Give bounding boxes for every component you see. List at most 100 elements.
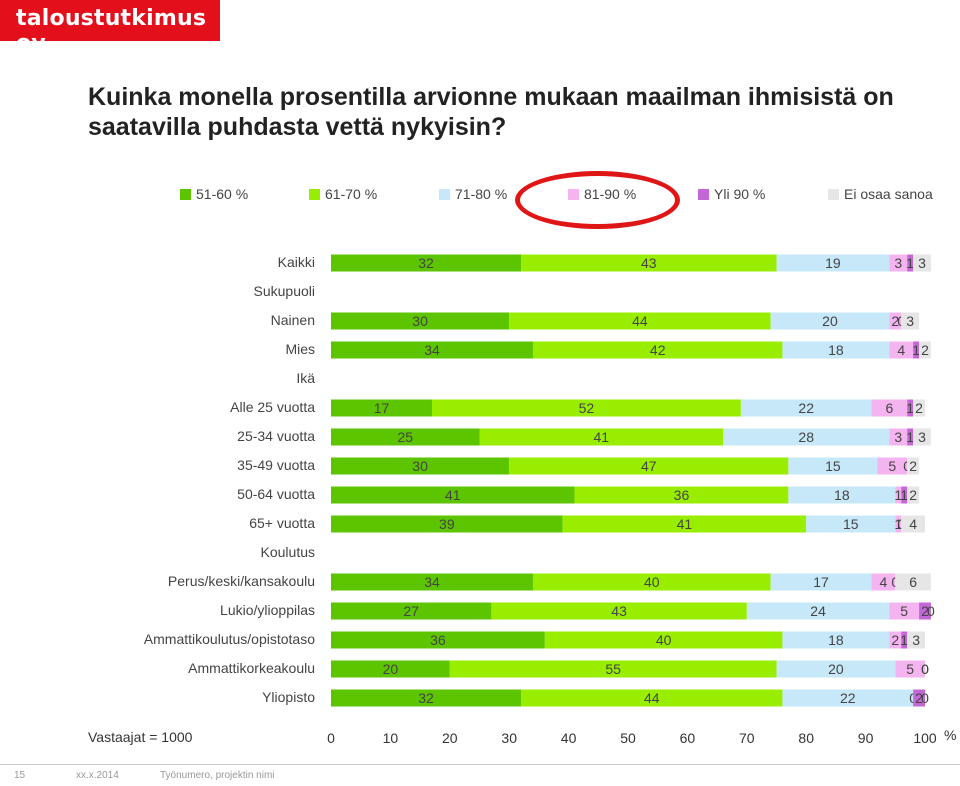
- bar-segment: [788, 457, 878, 475]
- company-logo: taloustutkimus oy: [0, 0, 220, 56]
- bar-segment: [895, 486, 902, 504]
- bar-segment: [782, 631, 890, 649]
- bar-segment: [919, 602, 931, 620]
- data-label: 52: [579, 400, 595, 416]
- category-label: 65+ vuotta: [249, 515, 315, 531]
- data-label: 4: [909, 516, 917, 532]
- data-label: 20: [822, 313, 838, 329]
- bar-segment: [871, 573, 896, 591]
- x-tick-label: 90: [858, 730, 874, 746]
- bar-segment: [532, 341, 783, 359]
- respondents-note: Vastaajat = 1000: [88, 729, 193, 745]
- bar-segment: [491, 602, 747, 620]
- bar-segment: [877, 457, 908, 475]
- data-label: 41: [445, 487, 461, 503]
- data-label: 3: [894, 429, 902, 445]
- data-label: 20: [383, 661, 399, 677]
- bar-segment: [740, 399, 872, 417]
- data-label: 2: [921, 342, 929, 358]
- bar-segment: [919, 341, 931, 359]
- highlight-circle: [515, 171, 680, 229]
- category-label: 50-64 vuotta: [237, 486, 315, 502]
- data-label: 32: [418, 690, 434, 706]
- data-label: 34: [424, 574, 440, 590]
- data-label: 3: [918, 255, 926, 271]
- footer-divider: [0, 764, 960, 765]
- bar-segment: [431, 399, 741, 417]
- data-label: 22: [840, 690, 856, 706]
- category-label: Perus/keski/kansakoulu: [167, 573, 315, 589]
- data-label: 30: [412, 313, 428, 329]
- data-label: 2: [921, 603, 929, 619]
- axis-unit: %: [944, 727, 957, 743]
- bar-segment: [895, 515, 902, 533]
- bar-segment: [331, 457, 510, 475]
- bar-segment: [782, 341, 890, 359]
- bar-segment: [889, 341, 914, 359]
- data-label: 1: [894, 487, 902, 503]
- category-label: Alle 25 vuotta: [230, 399, 315, 415]
- x-tick-label: 50: [620, 730, 636, 746]
- bar-segment: [509, 457, 789, 475]
- data-label: 27: [403, 603, 419, 619]
- x-tick-label: 70: [739, 730, 755, 746]
- bar-segment: [913, 689, 925, 707]
- bar-segment: [479, 428, 724, 446]
- bar-segment: [776, 254, 890, 272]
- bar-segment: [889, 631, 902, 649]
- page-number: 15: [14, 770, 26, 781]
- category-label: Kaikki: [277, 254, 315, 270]
- bar-segment: [331, 341, 533, 359]
- bar-segment: [331, 486, 575, 504]
- data-label: 5: [900, 603, 908, 619]
- legend-item-yli-90: Yli 90 %: [698, 186, 765, 202]
- data-label: 1: [912, 342, 920, 358]
- data-label: 22: [798, 400, 814, 416]
- category-label: Koulutus: [260, 544, 315, 560]
- data-label: 18: [834, 487, 850, 503]
- bar-segment: [331, 254, 522, 272]
- data-label: 0: [921, 690, 929, 706]
- x-tick-label: 0: [327, 730, 335, 746]
- data-label: 4: [897, 342, 905, 358]
- data-label: 32: [418, 255, 434, 271]
- legend-swatch: [309, 188, 320, 200]
- data-label: 1: [906, 400, 914, 416]
- category-label: Ammattikorkeakoulu: [188, 660, 315, 676]
- data-label: 40: [656, 632, 672, 648]
- bar-segment: [562, 515, 807, 533]
- data-label: 36: [430, 632, 446, 648]
- data-label: 2: [909, 458, 917, 474]
- chart-title: Kuinka monella prosentilla arvionne muka…: [88, 83, 894, 141]
- bar-segment: [776, 660, 896, 678]
- legend-swatch: [180, 188, 191, 200]
- data-label: 0: [927, 603, 935, 619]
- data-label: 2: [909, 487, 917, 503]
- x-tick-label: 40: [561, 730, 577, 746]
- data-label: 0: [921, 661, 929, 677]
- bar-segment: [889, 312, 902, 330]
- data-label: 6: [885, 400, 893, 416]
- data-label: 55: [605, 661, 621, 677]
- bar-segment: [574, 486, 789, 504]
- bar-segment: [889, 254, 908, 272]
- bar-segment: [907, 486, 920, 504]
- data-label: 41: [593, 429, 609, 445]
- bar-segment: [895, 573, 931, 591]
- data-label: 47: [641, 458, 657, 474]
- data-label: 1: [900, 487, 908, 503]
- bar-segment: [331, 428, 480, 446]
- data-label: 1: [906, 255, 914, 271]
- bar-segment: [521, 254, 777, 272]
- x-tick-label: 30: [501, 730, 517, 746]
- bar-segment: [913, 399, 925, 417]
- data-label: 19: [825, 255, 841, 271]
- bar-segment: [331, 602, 492, 620]
- data-label: 39: [439, 516, 455, 532]
- data-label: 34: [424, 342, 440, 358]
- bar-segment: [901, 631, 908, 649]
- category-label: Nainen: [270, 312, 315, 328]
- x-tick-label: 10: [383, 730, 399, 746]
- data-label: 25: [397, 429, 413, 445]
